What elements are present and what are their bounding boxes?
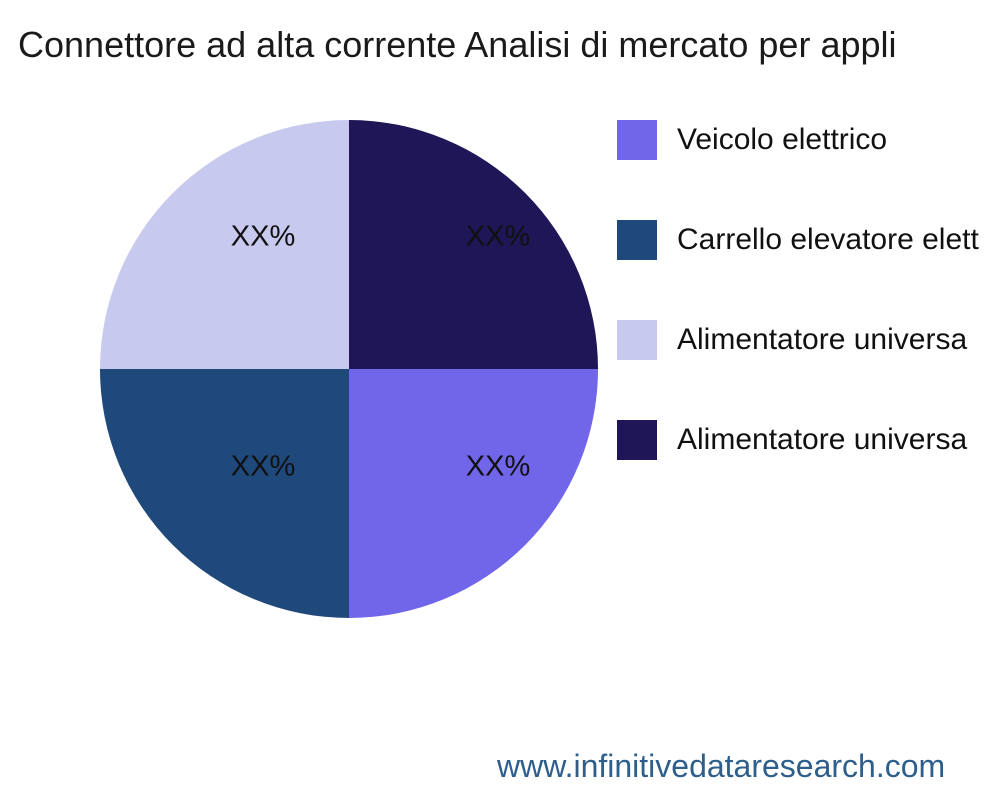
legend-label: Veicolo elettrico: [677, 123, 888, 156]
legend-swatch-icon: [617, 120, 657, 160]
legend-item-alimentatore-universale-2: Alimentatore universa: [617, 420, 979, 460]
watermark-url: www.infinitivedataresearch.com: [497, 748, 946, 784]
pie-chart: XX% XX% XX% XX%: [100, 120, 598, 618]
legend-item-alimentatore-universale-1: Alimentatore universa: [617, 320, 979, 360]
legend-swatch-icon: [617, 220, 657, 260]
legend-swatch-icon: [617, 420, 657, 460]
pie-slice-label-top-right: XX%: [465, 220, 531, 253]
pie-slice-label-bottom-left: XX%: [230, 450, 296, 483]
chart-title: Connettore ad alta corrente Analisi di m…: [18, 24, 897, 65]
legend-label: Alimentatore universa: [677, 323, 968, 356]
legend-label: Alimentatore universa: [677, 423, 968, 456]
legend-label: Carrello elevatore elett: [677, 223, 979, 256]
legend-item-veicolo-elettrico: Veicolo elettrico: [617, 120, 979, 160]
legend-swatch-icon: [617, 320, 657, 360]
pie-slice-label-bottom-right: XX%: [465, 450, 531, 483]
pie-slice-label-top-left: XX%: [230, 220, 296, 253]
legend: Veicolo elettrico Carrello elevatore ele…: [617, 120, 979, 520]
legend-item-carrello-elevatore: Carrello elevatore elett: [617, 220, 979, 260]
